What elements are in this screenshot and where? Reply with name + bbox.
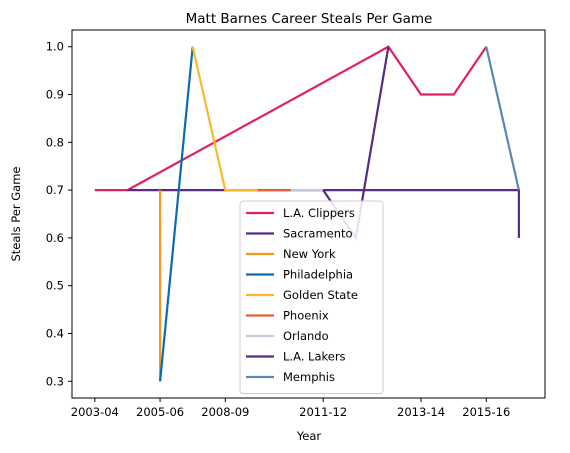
series-line-0	[94, 45, 488, 192]
y-tick-label: 0.4	[46, 326, 64, 340]
x-tick-label: 2015-16	[462, 405, 510, 419]
legend-entry: Phoenix	[283, 309, 329, 323]
plot-lines	[94, 45, 521, 382]
series-line-4	[191, 46, 258, 192]
y-tick-label: 0.7	[46, 183, 64, 197]
x-tick-label: 2013-14	[397, 405, 445, 419]
y-tick-label: 0.6	[46, 231, 64, 245]
legend-entry: Sacramento	[283, 227, 353, 241]
y-tick-label: 1.0	[46, 40, 64, 54]
y-axis: 0.3 0.4 0.5 0.6 0.7 0.8 0.9 1.0	[46, 40, 72, 388]
series-line-3	[159, 46, 194, 382]
plot-frame	[71, 29, 546, 399]
x-axis-label: Year	[296, 429, 322, 443]
legend-entry: Philadelphia	[283, 268, 353, 282]
y-tick-label: 0.8	[46, 135, 64, 149]
legend-entry: Memphis	[283, 370, 335, 384]
x-tick-label: 2003-04	[71, 405, 119, 419]
y-tick-label: 0.3	[46, 374, 64, 388]
x-tick-label: 2005-06	[136, 405, 184, 419]
legend-entry: New York	[283, 247, 336, 261]
y-axis-label: Steals Per Game	[9, 167, 23, 262]
legend-box	[239, 200, 384, 394]
legend: L.A. Clippers Sacramento New York Philadelp…	[239, 200, 384, 394]
x-tick-label: 2011-12	[299, 405, 347, 419]
series-line-1	[127, 189, 521, 238]
y-tick-label: 0.9	[46, 88, 64, 102]
legend-entry: Golden State	[283, 288, 358, 302]
chart-title: Matt Barnes Career Steals Per Game	[186, 11, 433, 27]
series-line-8	[485, 46, 520, 191]
legend-entry: Orlando	[283, 329, 329, 343]
x-axis: 2003-04 2005-06 2008-09 2011-12 2013-14 2015-…	[71, 398, 510, 419]
legend-entry: L.A. Clippers	[283, 206, 355, 220]
y-tick-label: 0.5	[46, 279, 64, 293]
x-tick-label: 2008-09	[201, 405, 249, 419]
legend-entry: L.A. Lakers	[283, 350, 346, 364]
